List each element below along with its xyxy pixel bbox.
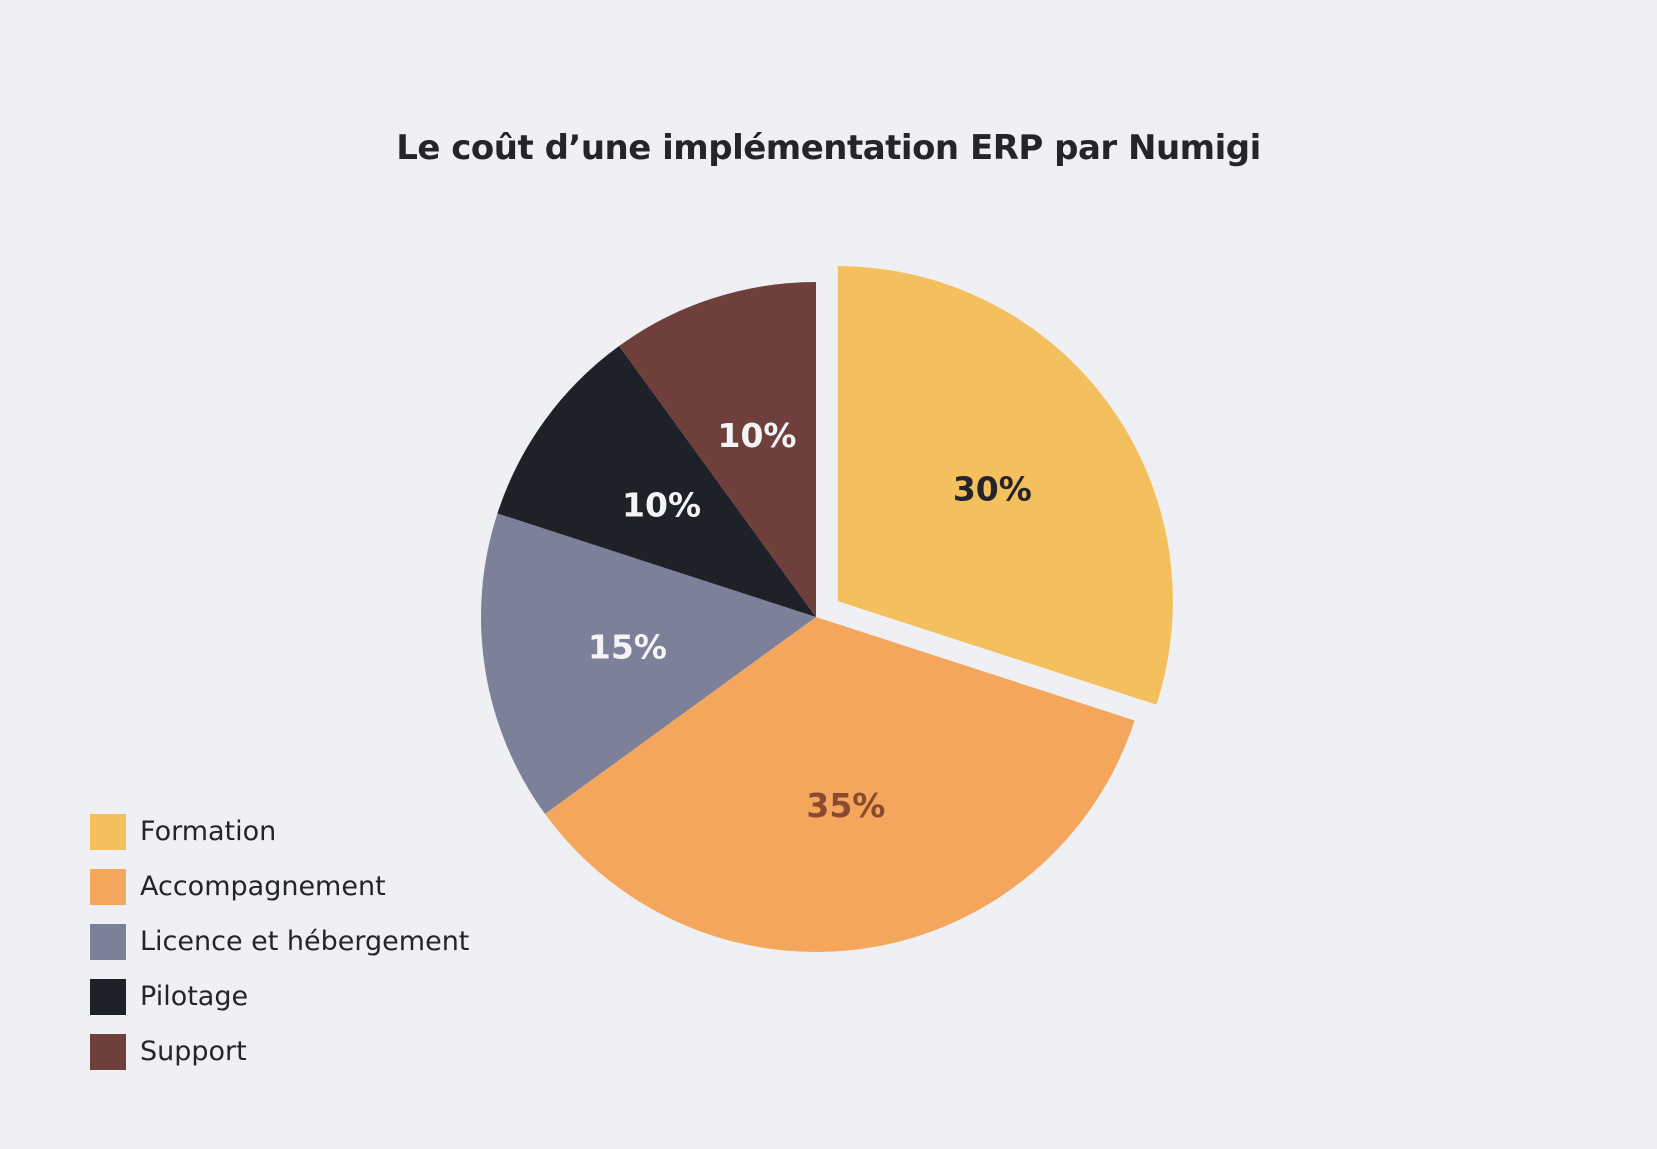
pie-slice-pilotage	[497, 345, 816, 617]
legend-item: Formation	[90, 804, 469, 859]
legend-swatch	[90, 813, 126, 850]
pie-slice-accompagnement	[544, 617, 1135, 952]
legend-label: Formation	[140, 816, 277, 847]
legend-swatch	[90, 1033, 126, 1070]
pie-slice-value-label: 30%	[953, 469, 1032, 508]
legend-item: Accompagnement	[90, 859, 469, 914]
legend-item: Pilotage	[90, 969, 469, 1024]
legend-label: Accompagnement	[140, 871, 386, 902]
legend-label: Licence et hébergement	[140, 926, 470, 957]
pie-slice-value-label: 10%	[622, 485, 701, 524]
pie-slice-support	[619, 282, 816, 617]
pie-slice-licence-et-h-bergement	[480, 513, 816, 814]
pie-slice-formation	[837, 266, 1173, 705]
legend-swatch	[90, 923, 126, 960]
legend-item: Support	[90, 1024, 469, 1079]
legend: Formation Accompagnement Licence et héberg…	[90, 804, 469, 1079]
pie-slice-value-label: 10%	[717, 416, 796, 455]
legend-label: Pilotage	[140, 981, 249, 1012]
legend-swatch	[90, 868, 126, 905]
pie-slice-labels: 30% 35% 15% 10% 10%	[588, 416, 1032, 825]
legend-item: Licence et hébergement	[90, 914, 469, 969]
chart-title: Le coût d’une implémentation ERP par Num…	[396, 128, 1261, 168]
pie-slice-value-label: 35%	[806, 786, 885, 825]
legend-swatch	[90, 978, 126, 1015]
pie-slices	[480, 266, 1173, 952]
pie-slice-value-label: 15%	[588, 627, 667, 666]
legend-label: Support	[140, 1036, 247, 1067]
